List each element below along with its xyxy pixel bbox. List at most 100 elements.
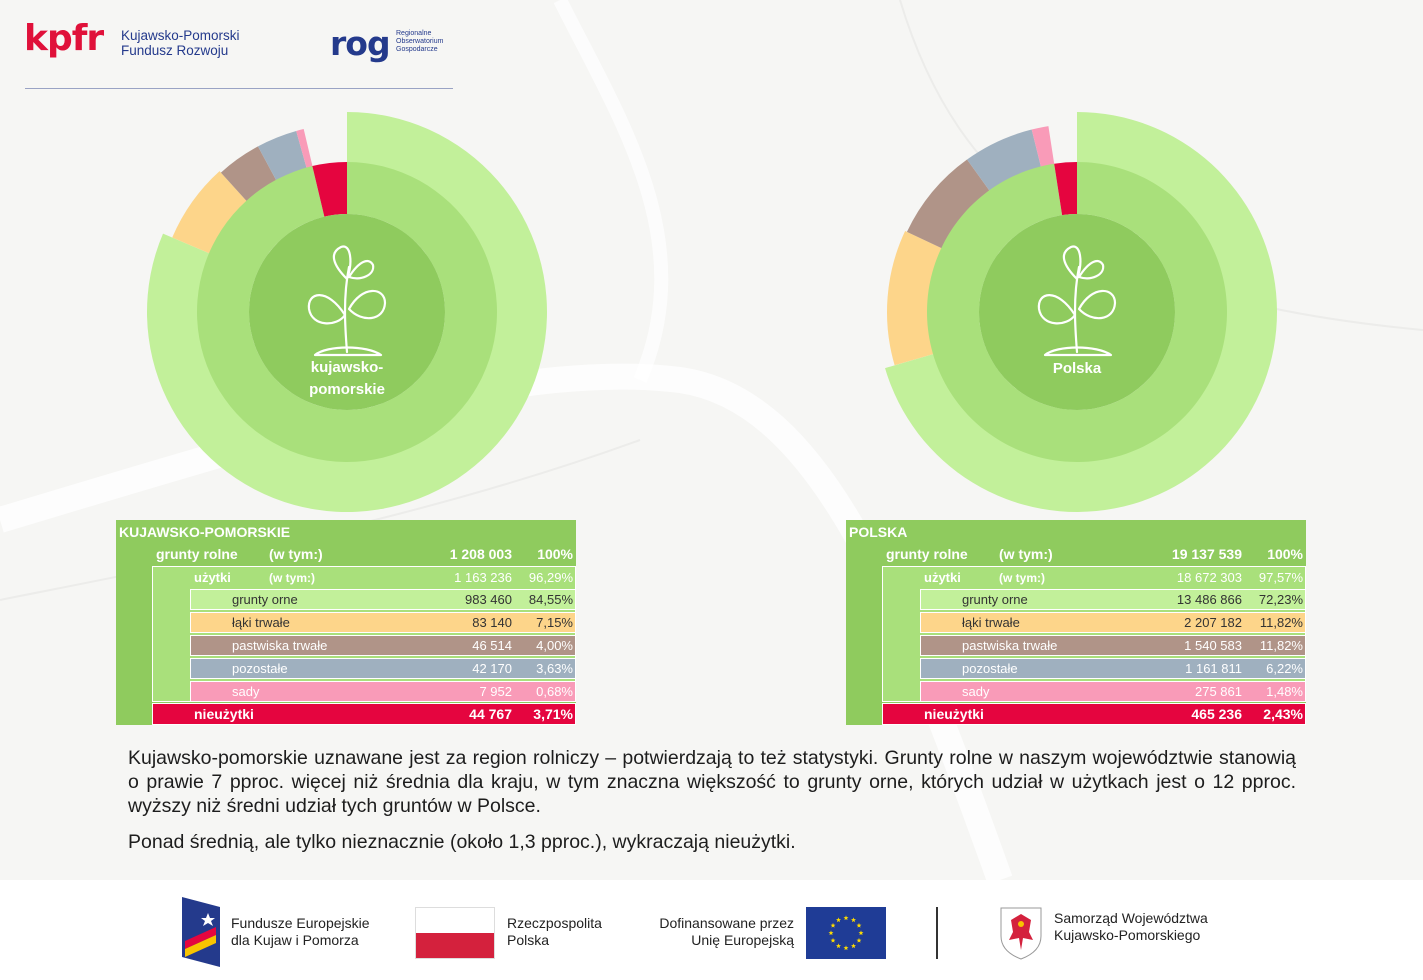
row-uzytki-note: (w tym:) xyxy=(269,571,315,585)
donut-center-grunty-rolne xyxy=(249,214,445,410)
header-divider xyxy=(25,88,453,89)
row-grunty-orne-band xyxy=(920,589,1306,610)
table-mid-band xyxy=(882,566,1306,702)
row-uzytki-value: 1 163 236 xyxy=(454,570,512,585)
eu-flag-icon xyxy=(806,907,886,959)
row-nieuzytki-label: nieużytki xyxy=(924,706,984,722)
row-grunty-rolne-label: grunty rolne xyxy=(886,546,968,562)
row-grunty-rolne-note: (w tym:) xyxy=(999,546,1053,562)
row-uzytki-note: (w tym:) xyxy=(999,571,1045,585)
fe-logo-icon xyxy=(182,897,220,967)
row-laki-trwale-band xyxy=(920,612,1306,633)
table-kujawsko-pomorskie: KUJAWSKO-POMORSKIE grunty rolne (w tym:) 1 … xyxy=(116,520,576,725)
eu-star-icon xyxy=(858,930,864,936)
table-polska: POLSKA grunty rolne (w tym:) 19 137 539 100%… xyxy=(846,520,1306,725)
eu-star-icon xyxy=(836,943,841,949)
kpfr-name-line1: Kujawsko-Pomorski xyxy=(121,28,240,43)
row-grunty-orne-pct: 84,55% xyxy=(528,592,573,607)
row-pozostale-pct: 6,22% xyxy=(1266,661,1303,676)
donut-slice-laki-trwale xyxy=(172,171,250,255)
row-pastwiska-trwale-band xyxy=(190,635,576,656)
plant-icon xyxy=(1037,245,1117,357)
eu-star-icon xyxy=(836,917,841,923)
donut-slice-pozostale xyxy=(257,130,308,184)
eu-star-icon xyxy=(830,937,836,943)
table-title: KUJAWSKO-POMORSKIE xyxy=(119,524,291,540)
row-sady-label: sady xyxy=(232,684,260,699)
row-nieuzytki-label: nieużytki xyxy=(194,706,254,722)
ue-line1: Dofinansowane przez xyxy=(659,915,794,931)
donut-slice-pozostale xyxy=(967,129,1042,194)
row-pastwiska-trwale-band xyxy=(920,635,1306,656)
row-sady-pct: 1,48% xyxy=(1266,684,1303,699)
row-sady-value: 7 952 xyxy=(479,684,512,699)
donut-slice-pastwiska-trwale xyxy=(906,159,992,250)
row-nieuzytki-value: 44 767 xyxy=(469,706,512,722)
rp-line2: Polska xyxy=(507,932,550,948)
row-nieuzytki-pct: 3,71% xyxy=(533,706,573,722)
kpfr-logo: kpfr xyxy=(24,18,104,59)
row-grunty-rolne-note: (w tym:) xyxy=(269,546,323,562)
row-pastwiska-trwale-pct: 11,82% xyxy=(1259,638,1303,653)
rog-name-line1: Regionalne xyxy=(396,30,432,37)
donut-center-label: Polska xyxy=(1053,360,1102,377)
eu-star-icon xyxy=(843,945,849,951)
row-pastwiska-trwale-pct: 4,00% xyxy=(536,638,573,653)
row-grunty-rolne-pct: 100% xyxy=(537,546,573,562)
row-grunty-rolne-label: grunty rolne xyxy=(156,546,238,562)
rog-logo: rog xyxy=(330,24,391,63)
table-title: POLSKA xyxy=(849,524,908,540)
ue-line2: Unię Europejską xyxy=(691,932,794,948)
row-uzytki-pct: 96,29% xyxy=(528,570,573,585)
row-sady-band xyxy=(190,681,576,702)
rog-name-line3: Gospodarcze xyxy=(396,46,438,53)
row-laki-trwale-label: łąki trwałe xyxy=(232,615,290,630)
donut-slice-sady xyxy=(1031,126,1055,171)
sw-label: Samorząd Województwa Kujawsko-Pomorskieg… xyxy=(1054,910,1208,944)
row-pastwiska-trwale-label: pastwiska trwałe xyxy=(962,638,1058,653)
kpfr-name: Kujawsko-Pomorski Fundusz Rozwoju xyxy=(121,28,240,58)
row-nieuzytki-pct: 2,43% xyxy=(1263,706,1303,722)
rog-name-line2: Obserwatorium xyxy=(396,38,444,45)
header: kpfr Kujawsko-Pomorski Fundusz Rozwoju r… xyxy=(0,0,1423,95)
row-grunty-orne-label: grunty orne xyxy=(962,592,1028,607)
row-grunty-orne-band xyxy=(190,589,576,610)
donut-chart-kujawsko-pomorskie: kujawsko-pomorskie xyxy=(146,112,547,512)
row-pastwiska-trwale-value: 46 514 xyxy=(472,638,512,653)
row-laki-trwale-pct: 11,82% xyxy=(1259,615,1303,630)
row-pozostale-value: 42 170 xyxy=(472,661,512,676)
row-laki-trwale-label: łąki trwałe xyxy=(962,615,1020,630)
footer-divider xyxy=(936,907,938,959)
table-mid-band xyxy=(152,566,576,702)
plant-icon xyxy=(307,245,387,357)
fe-line2: dla Kujaw i Pomorza xyxy=(231,932,359,948)
row-uzytki-pct: 97,57% xyxy=(1258,570,1303,585)
row-uzytki-label: użytki xyxy=(194,570,231,585)
fe-line1: Fundusze Europejskie xyxy=(231,915,370,931)
row-sady-band xyxy=(920,681,1306,702)
row-grunty-rolne-value: 19 137 539 xyxy=(1171,546,1242,562)
row-laki-trwale-value: 2 207 182 xyxy=(1184,615,1242,630)
row-nieuzytki-value: 465 236 xyxy=(1191,706,1242,722)
row-pozostale-value: 1 161 811 xyxy=(1185,661,1242,676)
row-pozostale-band xyxy=(920,658,1306,679)
row-grunty-orne-pct: 72,23% xyxy=(1258,592,1303,607)
row-nieuzytki-band xyxy=(152,703,576,725)
paragraph-2: Ponad średnią, ale tylko nieznacznie (ok… xyxy=(128,831,796,853)
sw-line2: Kujawsko-Pomorskiego xyxy=(1054,927,1201,943)
row-grunty-rolne-value: 1 208 003 xyxy=(449,546,512,562)
row-pozostale-band xyxy=(190,658,576,679)
row-laki-trwale-pct: 7,15% xyxy=(536,615,573,630)
row-pastwiska-trwale-value: 1 540 583 xyxy=(1184,638,1242,653)
donut-slice-nieuzytki xyxy=(312,162,347,217)
row-pozostale-label: pozostałe xyxy=(962,661,1018,676)
row-nieuzytki-band xyxy=(882,703,1306,725)
donut-slice-uzytki xyxy=(197,162,498,463)
eu-star-icon xyxy=(856,922,862,928)
eu-star-icon xyxy=(851,917,856,923)
eu-star-icon xyxy=(856,937,862,943)
eu-star-icon xyxy=(851,943,856,949)
eu-star-icon xyxy=(843,915,849,921)
kpfr-name-line2: Fundusz Rozwoju xyxy=(121,43,229,58)
donut-chart-polska: Polska xyxy=(885,112,1277,512)
